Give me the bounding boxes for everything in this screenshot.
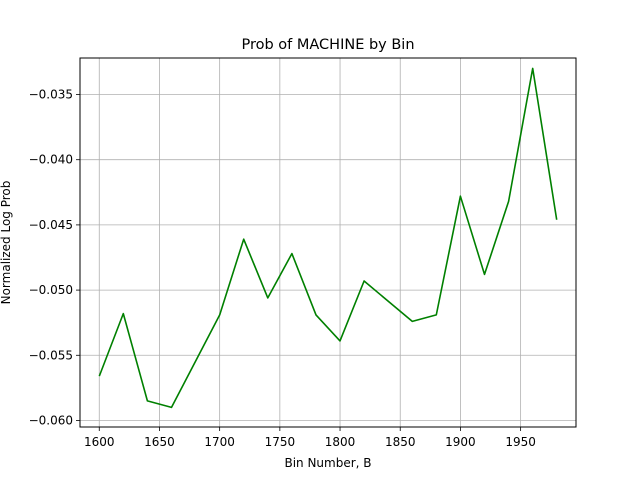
x-tick-label: 1950 [505,435,536,449]
y-tick-label: −0.045 [29,218,73,232]
x-tick-label: 1850 [385,435,416,449]
x-axis-label: Bin Number, B [284,456,371,470]
y-tick-label: −0.050 [29,283,73,297]
y-axis-ticks: −0.035 −0.040 −0.045 −0.050 −0.055 −0.060 [29,88,80,427]
x-axis-ticks: 1600 1650 1700 1750 1800 1850 1900 1950 [84,427,536,449]
y-tick-label: −0.060 [29,413,73,427]
y-tick-label: −0.035 [29,88,73,102]
x-tick-label: 1700 [204,435,235,449]
y-axis-label: Normalized Log Prob [0,181,13,305]
plot-frame [79,57,577,428]
y-tick-label: −0.040 [29,153,73,167]
grid [80,58,576,427]
series-line [98,67,558,409]
x-tick-label: 1650 [144,435,175,449]
x-tick-label: 1750 [265,435,296,449]
series-layer [98,67,558,409]
x-tick-label: 1900 [445,435,476,449]
y-tick-label: −0.055 [29,348,73,362]
x-tick-label: 1800 [325,435,356,449]
chart-title: Prob of MACHINE by Bin [241,37,414,53]
x-tick-label: 1600 [84,435,115,449]
